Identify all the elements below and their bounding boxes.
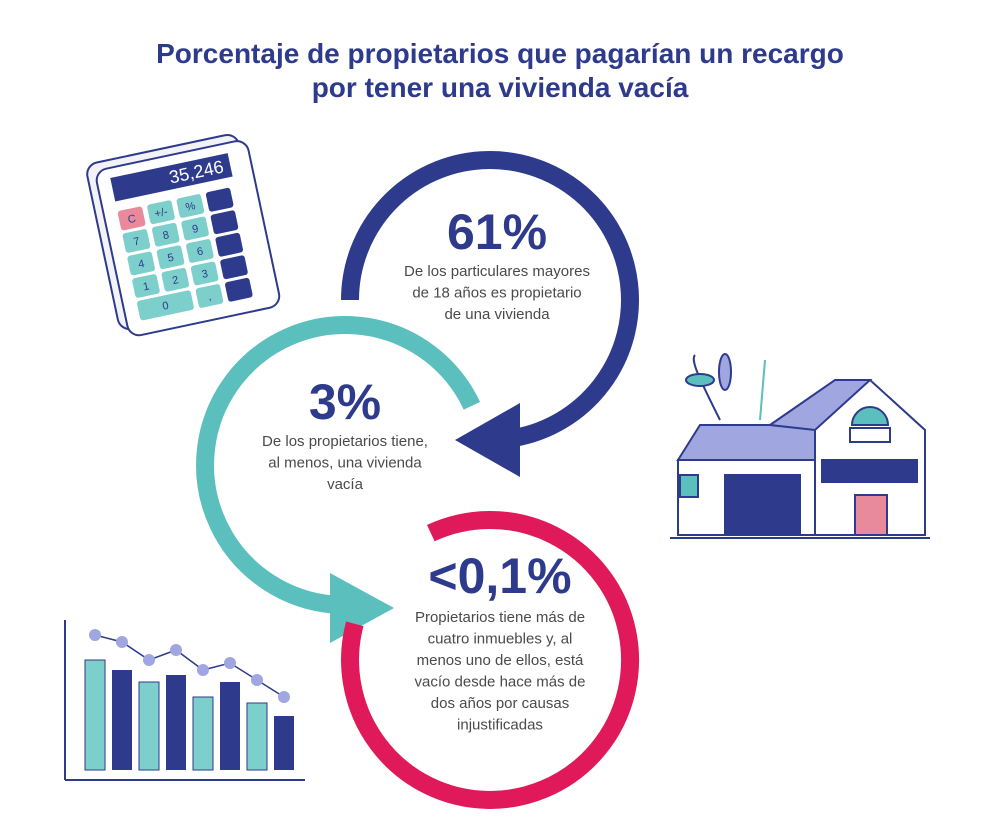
stat-value: <0,1% xyxy=(428,548,571,604)
stat-description: de 18 años es propietario xyxy=(412,285,581,302)
calculator-key xyxy=(161,267,190,292)
calculator-key xyxy=(225,277,253,302)
calculator-key xyxy=(176,194,205,218)
calculator-key-label: , xyxy=(207,291,212,303)
calculator-key xyxy=(117,206,146,231)
stats: 61% De los particulares mayores de 18 años… xyxy=(262,204,590,734)
calculator-key xyxy=(186,239,214,263)
calculator-key xyxy=(122,229,151,253)
calculator-key-label: +/- xyxy=(154,206,170,221)
stat-description: injustificadas xyxy=(457,717,543,734)
calculator-key-label: 0 xyxy=(161,300,169,313)
calculator-key-label: × xyxy=(220,217,229,230)
title-line: Porcentaje de propietarios que pagarían … xyxy=(156,38,844,69)
calculator-key-label: — xyxy=(223,239,236,253)
stat-value: 3% xyxy=(309,374,381,430)
calculator-key-label: 4 xyxy=(137,258,145,271)
red-ring xyxy=(341,510,639,809)
stat-description: dos años por causas xyxy=(431,695,569,712)
navy-arrow xyxy=(455,403,520,477)
teal-ring xyxy=(196,316,481,614)
stat-description: cuatro inmuebles y, al xyxy=(428,631,573,648)
calculator-key-label: = xyxy=(235,284,244,297)
calculator-key-label: 9 xyxy=(191,223,199,236)
calculator: 35,246 C +/-% ÷7 8 9 ×4 5 6 —1 2 3 +0, = xyxy=(86,134,281,337)
calculator-key-label: 6 xyxy=(196,245,204,258)
calculator-key-label: 1 xyxy=(142,280,150,293)
stat-description: De los propietarios tiene, xyxy=(262,433,428,450)
calculator-key xyxy=(205,187,234,212)
calculator-key-label: C xyxy=(127,213,137,226)
calculator-key xyxy=(220,255,248,280)
calculator-key-label: 8 xyxy=(162,229,170,242)
calculator-key xyxy=(147,200,175,225)
calculator-key xyxy=(190,261,219,286)
calculator-key-label: 3 xyxy=(201,268,209,281)
stat-description: De los particulares mayores xyxy=(404,263,590,280)
stat-description: al menos, una vivienda xyxy=(268,455,422,472)
stat-description: menos uno de ellos, está xyxy=(417,652,584,669)
calculator-key-label: ÷ xyxy=(216,194,224,207)
teal-arrow xyxy=(330,573,394,643)
calculator-key xyxy=(152,222,180,247)
calculator-key xyxy=(181,216,209,241)
calculator-key-label: % xyxy=(185,200,197,214)
calculator-key-label: 7 xyxy=(132,235,140,248)
calculator-key xyxy=(127,251,155,276)
stat-description: Propietarios tiene más de xyxy=(415,609,585,626)
calculator-key xyxy=(210,210,239,235)
navy-ring xyxy=(341,151,639,447)
calculator-key xyxy=(137,290,194,321)
calculator-key-label: 2 xyxy=(171,274,179,287)
bar-illustration xyxy=(64,620,305,781)
calculator-key xyxy=(215,232,243,257)
stat-description: de una vivienda xyxy=(444,306,550,323)
stat-value: 61% xyxy=(447,204,547,260)
calculator-key-label: 5 xyxy=(167,252,175,265)
stat-description: vacía xyxy=(327,476,364,493)
title-line: por tener una vivienda vacía xyxy=(312,72,689,103)
calculator-key-label: + xyxy=(230,262,239,275)
house xyxy=(670,353,930,539)
calculator-key xyxy=(156,245,185,270)
stat-description: vacío desde hace más de xyxy=(415,674,586,691)
calculator-key xyxy=(132,274,160,298)
calculator-key xyxy=(195,284,224,308)
